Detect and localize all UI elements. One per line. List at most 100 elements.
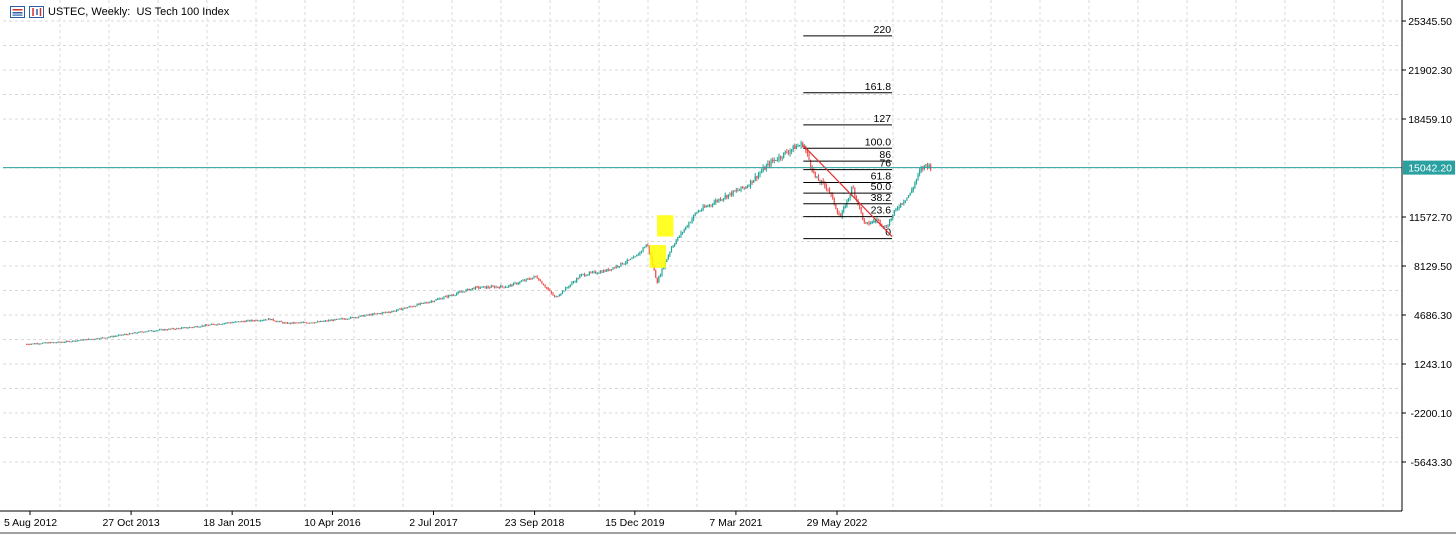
candle-body xyxy=(909,192,911,196)
candle-body xyxy=(582,274,584,276)
price-axis[interactable]: 25345.50 21902.30 18459.10 11572.70 8129.50 4… xyxy=(1402,16,1452,469)
candle-body xyxy=(531,277,534,280)
candle-body xyxy=(632,256,635,259)
candle-body xyxy=(150,330,153,332)
candle-body xyxy=(155,330,157,332)
candle-body xyxy=(166,329,168,331)
candle-body xyxy=(389,312,391,314)
candle-body xyxy=(437,298,439,300)
candle-body xyxy=(231,322,233,324)
candle-body xyxy=(865,222,867,224)
candle-body xyxy=(225,322,227,324)
candle-body xyxy=(457,291,459,294)
time-axis[interactable]: 5 Aug 2012 27 Oct 2013 18 Jan 2015 10 Apr 2… xyxy=(4,511,868,529)
candle-body xyxy=(711,204,714,206)
candle-body xyxy=(563,290,565,292)
fib-level-label: 161.8 xyxy=(865,81,891,93)
candle-body xyxy=(272,318,274,321)
candle-body xyxy=(854,188,856,196)
candle-body xyxy=(888,220,891,226)
candle-body xyxy=(503,286,505,288)
time-tick-label: 2 Jul 2017 xyxy=(409,517,458,529)
candles-chart-icon[interactable] xyxy=(10,6,25,18)
candle-body xyxy=(737,190,739,192)
candle-body xyxy=(486,286,488,289)
candle-body xyxy=(565,287,567,291)
candle-body xyxy=(672,245,674,248)
candle-body xyxy=(354,317,357,319)
candle-body xyxy=(906,197,908,201)
candle-body xyxy=(893,210,895,215)
candle-body xyxy=(550,290,552,294)
candle-body xyxy=(821,180,823,183)
candle-body xyxy=(381,312,383,314)
candle-body xyxy=(640,250,643,252)
candle-body xyxy=(892,214,894,219)
candle-body xyxy=(835,204,837,209)
candle-body xyxy=(579,275,581,279)
candle-body xyxy=(403,307,406,309)
candle-body xyxy=(384,312,387,314)
trendline[interactable] xyxy=(802,145,893,237)
candle-body xyxy=(462,291,464,293)
candle-body xyxy=(411,306,413,308)
chart-header: USTEC, Weekly: US Tech 100 Index xyxy=(10,4,229,20)
candle-body xyxy=(280,321,282,323)
candle-body xyxy=(180,327,183,329)
candle-body xyxy=(94,339,96,341)
candle-body xyxy=(544,285,546,288)
candle-body xyxy=(365,314,368,316)
candle-body xyxy=(27,343,29,345)
candle-body xyxy=(286,322,289,324)
candle-body xyxy=(192,327,194,329)
candle-body xyxy=(610,269,613,271)
candle-body xyxy=(873,221,875,223)
candle-body xyxy=(626,259,628,263)
time-tick-label: 23 Sep 2018 xyxy=(505,517,565,529)
candle-body xyxy=(738,189,741,191)
price-tick-label: 11572.70 xyxy=(1409,212,1452,224)
candle-body xyxy=(209,324,211,326)
candle-body xyxy=(852,187,854,189)
candle-body xyxy=(414,306,417,308)
candle-body xyxy=(127,334,129,336)
candle-body xyxy=(301,322,303,324)
candle-body xyxy=(64,342,66,344)
candle-body xyxy=(419,303,421,305)
candle-body xyxy=(440,298,442,300)
candle-body xyxy=(767,163,769,166)
candle-body xyxy=(890,218,892,221)
candle-body xyxy=(266,319,268,321)
candle-body xyxy=(723,198,725,200)
candle-body xyxy=(49,342,52,344)
candle-body xyxy=(609,269,611,271)
candle-body xyxy=(866,222,869,224)
price-tick-label: 18459.10 xyxy=(1408,114,1452,126)
candle-body xyxy=(70,341,72,343)
bar-chart-icon[interactable] xyxy=(29,6,44,18)
candle-body xyxy=(500,285,502,288)
candle-body xyxy=(435,299,437,301)
candle-body xyxy=(637,254,639,256)
candle-body xyxy=(756,176,758,179)
candle-body xyxy=(710,204,712,206)
candle-body xyxy=(465,289,467,292)
candle-body xyxy=(321,321,323,323)
candle-body xyxy=(493,286,496,288)
candle-body xyxy=(86,339,88,341)
candle-body xyxy=(113,336,115,338)
candle-body xyxy=(125,334,127,336)
candle-body xyxy=(522,280,524,282)
candle-body xyxy=(147,330,150,332)
candle-body xyxy=(26,343,28,345)
candle-body xyxy=(367,314,369,316)
candle-body xyxy=(400,308,402,310)
candle-body xyxy=(724,195,726,199)
candle-body xyxy=(685,226,687,230)
candle-body xyxy=(376,313,379,315)
candle-body xyxy=(256,320,259,322)
candle-body xyxy=(375,313,377,315)
